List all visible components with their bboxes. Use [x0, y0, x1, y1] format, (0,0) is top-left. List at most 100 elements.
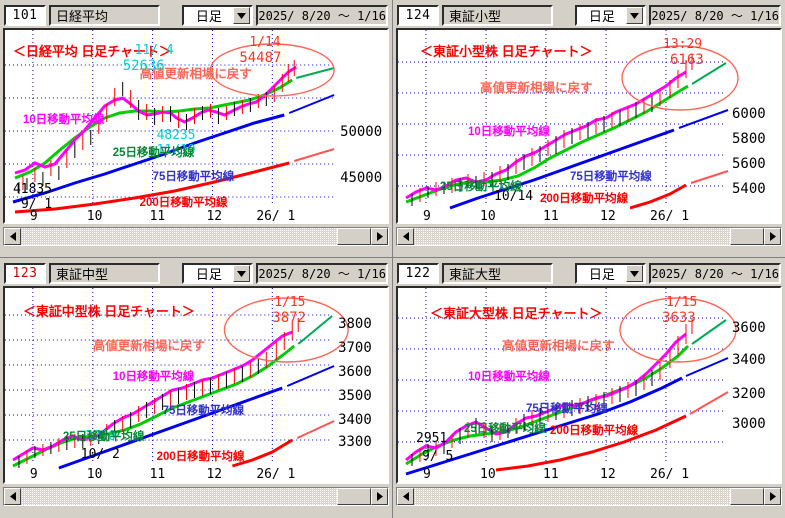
- ma75-proj: [678, 109, 729, 129]
- ma75-label: 75日移動平均線: [570, 169, 652, 183]
- code-value: 124: [405, 8, 431, 23]
- cyan-low-value: 3290: [85, 429, 116, 444]
- date-range-field[interactable]: 2025/ 8/20 ～ 1/16: [649, 5, 781, 26]
- code-input[interactable]: 124: [397, 5, 440, 26]
- x-label-0: 9: [423, 209, 431, 222]
- horizontal-scrollbar[interactable]: [3, 487, 389, 506]
- issue-name-field[interactable]: 東証中型: [49, 263, 161, 284]
- candlesticks: [411, 318, 693, 466]
- x-label-4: 26/ 1: [256, 467, 295, 482]
- chevron-down-icon[interactable]: [233, 265, 251, 282]
- interval-select[interactable]: 日足: [575, 263, 647, 284]
- issue-name-value: 東証中型: [56, 267, 109, 282]
- y-label-2: 3200: [732, 386, 766, 402]
- date-range-field[interactable]: 2025/ 8/20 ～ 1/16: [256, 5, 388, 26]
- scrollbar-track[interactable]: [414, 228, 730, 245]
- scrollbar-thumb[interactable]: [337, 488, 371, 505]
- interval-select[interactable]: 日足: [182, 263, 254, 284]
- chart-canvas[interactable]: ＜日経平均 日足チャート＞ 1/14 54487 高値更新相場に戻す 11/ 4…: [3, 28, 389, 224]
- x-label-1: 10: [480, 209, 496, 222]
- horizontal-scrollbar[interactable]: [396, 487, 782, 506]
- scrollbar-track[interactable]: [21, 488, 337, 505]
- chevron-down-icon[interactable]: [233, 7, 251, 24]
- x-label-1: 10: [87, 209, 103, 222]
- ma75-line: [58, 386, 283, 470]
- x-label-3: 12: [600, 209, 616, 222]
- chevron-down-icon[interactable]: [626, 7, 644, 24]
- ma25-label: 25日移動平均線: [63, 429, 145, 443]
- chart-title: ＜東証小型株 日足チャート＞: [420, 44, 592, 59]
- x-label-0: 9: [30, 467, 38, 482]
- x-label-2: 11: [150, 209, 166, 222]
- callout-date: 1/15: [666, 295, 697, 310]
- y-label-5: 3300: [338, 434, 372, 450]
- issue-name-field[interactable]: 東証大型: [442, 263, 554, 284]
- cyan-low-value: 2951: [416, 431, 447, 446]
- chart-canvas[interactable]: ＜東証中型株 日足チャート＞ 1/15 3872 高値更新相場に戻す 3290 …: [3, 286, 389, 484]
- horizontal-scrollbar[interactable]: [396, 227, 782, 246]
- date-range-field[interactable]: 2025/ 8/20 ～ 1/16: [649, 263, 781, 284]
- issue-name-field[interactable]: 東証小型: [442, 5, 554, 26]
- interval-value: 日足: [588, 267, 615, 282]
- y-label-2: 3600: [338, 364, 372, 380]
- interval-select[interactable]: 日足: [575, 5, 647, 26]
- callout-ellipse: [621, 45, 739, 111]
- scrollbar-track[interactable]: [414, 488, 730, 505]
- grid-lines: [5, 288, 331, 464]
- code-input[interactable]: 122: [397, 263, 440, 284]
- ma25-label: 25日移動平均線: [113, 145, 195, 159]
- code-value: 123: [12, 266, 38, 281]
- ma25-line: [405, 84, 689, 204]
- ma200-label: 200日移動平均線: [157, 449, 245, 463]
- x-label-4: 26/ 1: [650, 467, 689, 482]
- x-label-1: 10: [87, 467, 103, 482]
- code-input[interactable]: 123: [4, 263, 47, 284]
- ma75-proj: [286, 365, 335, 387]
- date-range-value: 2025/ 8/20 ～ 1/16: [651, 9, 779, 23]
- candlesticks: [18, 60, 295, 194]
- ma25-label: 25日移動平均線: [440, 179, 522, 193]
- panel-topix-large: 122 東証大型 日足 2025/ 8/20 ～ 1/16: [393, 258, 785, 518]
- chart-note: 高値更新相場に戻す: [480, 80, 593, 95]
- toolbar: 123 東証中型 日足 2025/ 8/20 ～ 1/16: [0, 258, 392, 286]
- date-range-field[interactable]: 2025/ 8/20 ～ 1/16: [256, 263, 388, 284]
- scrollbar-thumb[interactable]: [337, 228, 371, 245]
- triangle-right-icon[interactable]: [371, 228, 388, 245]
- y-label-2: 5600: [732, 156, 766, 172]
- candlesticks: [411, 54, 693, 206]
- callout-value: 6163: [670, 52, 704, 68]
- triangle-right-icon[interactable]: [371, 488, 388, 505]
- horizontal-scrollbar[interactable]: [3, 227, 389, 246]
- triangle-left-icon[interactable]: [4, 488, 21, 505]
- toolbar: 101 日経平均 日足 2025/ 8/20 ～ 1/16: [0, 0, 392, 28]
- chart-canvas[interactable]: ＜東証大型株 日足チャート＞ 1/15 3633 高値更新相場に戻す 2951 …: [396, 286, 782, 484]
- x-label-2: 11: [543, 209, 559, 222]
- scrollbar-thumb[interactable]: [730, 228, 764, 245]
- cyan-high-date: 11/ 4: [135, 43, 174, 58]
- chart-plot: ＜東証大型株 日足チャート＞ 1/15 3633 高値更新相場に戻す 2951 …: [398, 288, 766, 482]
- chart-canvas[interactable]: ＜東証小型株 日足チャート＞ 13:29 6163 高値更新相場に戻す 10/1…: [396, 28, 782, 224]
- y-label-1: 5800: [732, 131, 766, 147]
- triangle-right-icon[interactable]: [764, 488, 781, 505]
- cyan-low-date: 10/ 2: [81, 447, 120, 462]
- chart-title: ＜東証中型株 日足チャート＞: [23, 304, 195, 319]
- cyan-low-date: 9/ 1: [21, 197, 52, 212]
- callout-value: 3633: [662, 310, 696, 326]
- chart-plot: ＜東証中型株 日足チャート＞ 1/15 3872 高値更新相場に戻す 3290 …: [5, 288, 372, 482]
- code-input[interactable]: 101: [4, 5, 47, 26]
- triangle-left-icon[interactable]: [4, 228, 21, 245]
- ma200-label: 200日移動平均線: [140, 195, 228, 209]
- scrollbar-thumb[interactable]: [730, 488, 764, 505]
- triangle-left-icon[interactable]: [397, 488, 414, 505]
- issue-name-field[interactable]: 日経平均: [49, 5, 161, 26]
- scrollbar-track[interactable]: [21, 228, 337, 245]
- triangle-left-icon[interactable]: [397, 228, 414, 245]
- ma75-proj: [288, 94, 335, 114]
- chart-plot: ＜日経平均 日足チャート＞ 1/14 54487 高値更新相場に戻す 11/ 4…: [5, 30, 382, 222]
- interval-select[interactable]: 日足: [182, 5, 254, 26]
- ma10-label: 10日移動平均線: [113, 369, 195, 383]
- x-label-3: 12: [206, 209, 222, 222]
- chevron-down-icon[interactable]: [626, 265, 644, 282]
- triangle-right-icon[interactable]: [764, 228, 781, 245]
- code-value: 122: [405, 266, 431, 281]
